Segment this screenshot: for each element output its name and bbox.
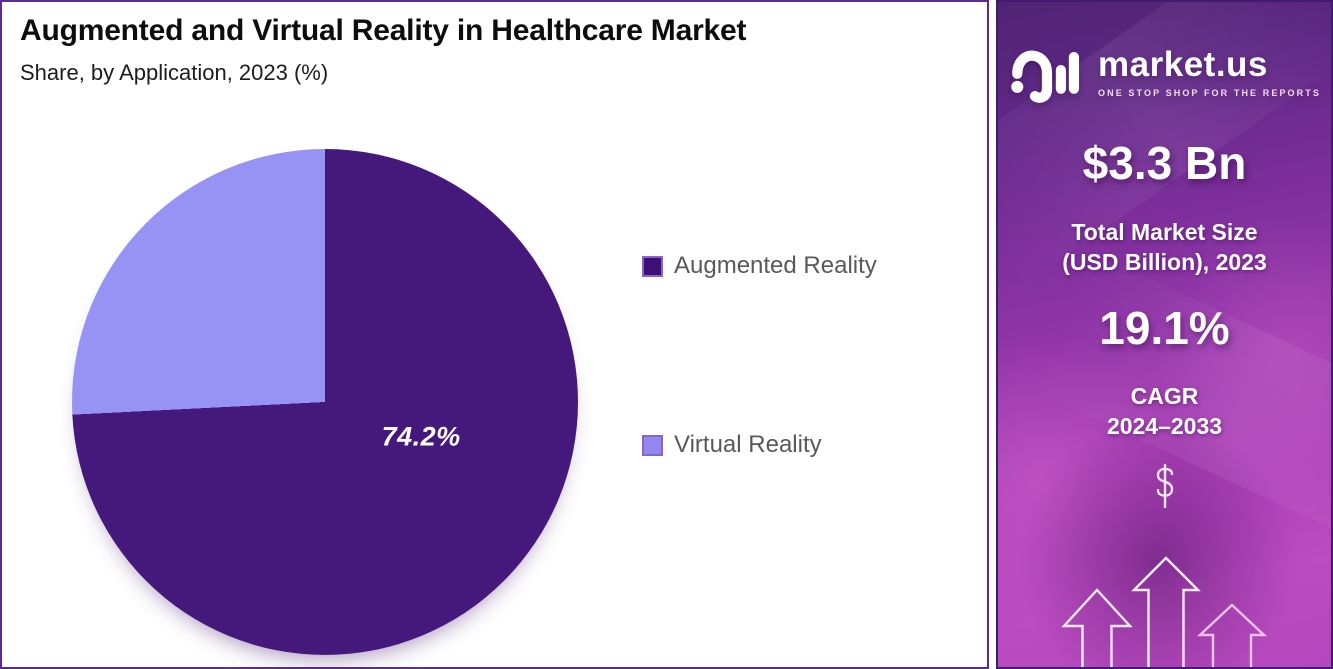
- legend-swatch-augmented-reality-icon: [642, 255, 663, 277]
- brand-name: market.us: [1098, 44, 1268, 84]
- market-size-value: $3.3 Bn: [1082, 137, 1247, 189]
- market-us-logo-icon: [1011, 50, 1080, 103]
- legend-swatch-virtual-reality-icon: [642, 434, 663, 456]
- dollar-icon: [1156, 463, 1173, 509]
- legend-item-virtual-reality: Virtual Reality: [642, 431, 877, 459]
- page-title: Augmented and Virtual Reality in Healthc…: [20, 14, 747, 47]
- growth-arrows-icon: [1061, 556, 1268, 667]
- cagr-label-line2: 2024–2033: [1106, 413, 1223, 440]
- legend: Augmented Reality Virtual Reality: [642, 252, 877, 459]
- legend-label-augmented-reality: Augmented Reality: [674, 252, 877, 279]
- market-size-label-line2: (USD Billion), 2023: [1062, 248, 1267, 275]
- brand-logo: market.us ONE STOP SHOP FOR THE REPORTS: [1008, 40, 1321, 104]
- market-size-label: Total Market Size (USD Billion), 2023: [1062, 217, 1266, 277]
- cagr-label-line1: CAGR: [1130, 383, 1199, 410]
- cagr-label: CAGR 2024–2033: [1107, 381, 1222, 441]
- legend-label-virtual-reality: Virtual Reality: [674, 431, 822, 458]
- cagr-value: 19.1%: [1099, 301, 1230, 354]
- legend-item-augmented-reality: Augmented Reality: [642, 252, 877, 280]
- chart-panel: Augmented and Virtual Reality in Healthc…: [0, 0, 989, 669]
- brand-tagline: ONE STOP SHOP FOR THE REPORTS: [1098, 87, 1321, 98]
- market-size-label-line1: Total Market Size: [1071, 218, 1258, 245]
- pie-slice-value-label: 74.2%: [381, 421, 461, 452]
- page-subtitle: Share, by Application, 2023 (%): [20, 60, 329, 85]
- brand-sidebar: market.us ONE STOP SHOP FOR THE REPORTS …: [996, 0, 1333, 669]
- pie-chart: 74.2%: [72, 149, 578, 655]
